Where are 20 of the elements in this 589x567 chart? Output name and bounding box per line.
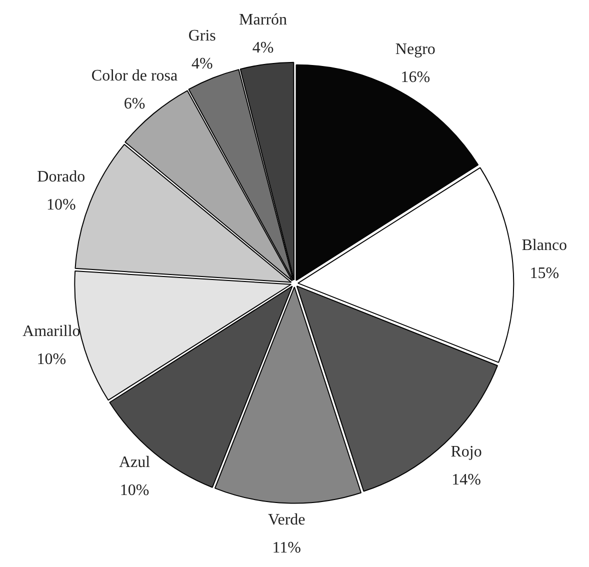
slice-label: Marrón bbox=[239, 12, 288, 29]
data-label: 10% bbox=[36, 351, 66, 368]
slice-label: Blanco bbox=[522, 237, 568, 254]
data-label: 11% bbox=[272, 540, 301, 557]
data-label: 15% bbox=[530, 265, 560, 282]
slice-label: Azul bbox=[118, 454, 151, 472]
slice-label: Gris bbox=[188, 27, 216, 44]
slice-label: Amarillo bbox=[22, 323, 80, 340]
data-label: 10% bbox=[46, 196, 76, 214]
slice-label: Rojo bbox=[450, 444, 482, 461]
slice-label: Dorado bbox=[37, 168, 86, 186]
data-label: 16% bbox=[400, 68, 430, 86]
data-label: 6% bbox=[124, 95, 146, 112]
data-label: 4% bbox=[252, 40, 274, 57]
slice-label: Negro bbox=[395, 40, 436, 58]
data-label: 14% bbox=[452, 472, 481, 489]
data-label: 4% bbox=[191, 55, 213, 72]
slice-label: Color de rosa bbox=[91, 67, 178, 84]
data-label: 10% bbox=[120, 482, 150, 500]
slice-label: Verde bbox=[268, 512, 306, 529]
